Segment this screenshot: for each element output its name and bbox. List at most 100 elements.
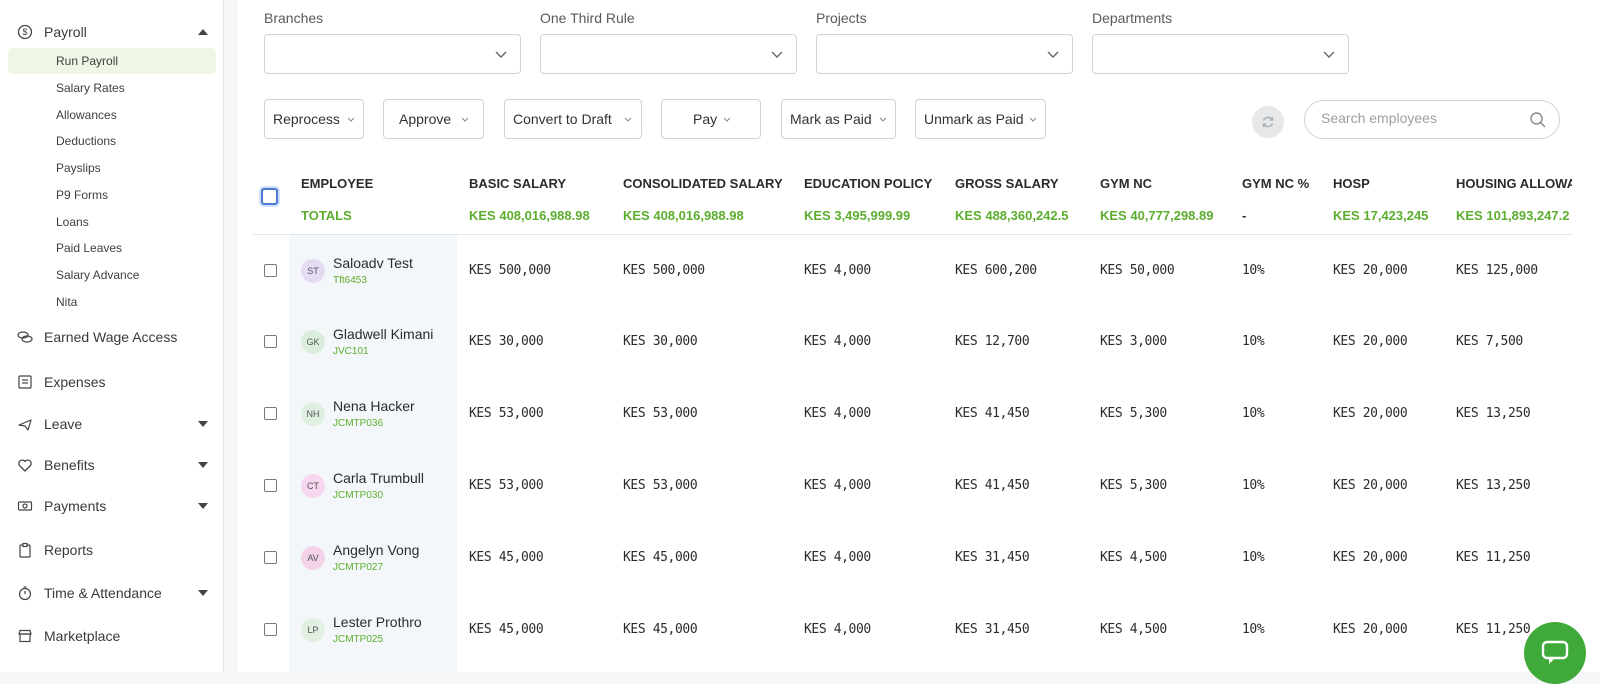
row-checkbox[interactable]: [264, 407, 277, 420]
col-header-gym-nc[interactable]: GYM NC: [1100, 176, 1152, 191]
cell-education-policy: KES 4,000: [804, 406, 871, 421]
employee-name[interactable]: Saloadv Test: [333, 255, 413, 271]
cell-gross-salary: KES 31,450: [955, 550, 1030, 565]
nav-label: Earned Wage Access: [44, 329, 178, 345]
store-icon: [16, 627, 34, 645]
col-header-hosp[interactable]: HOSP: [1333, 176, 1370, 191]
select-all-checkbox[interactable]: [261, 188, 278, 205]
col-header-consolidated-salary[interactable]: CONSOLIDATED SALARY: [623, 176, 783, 191]
chevron-down-icon: [461, 117, 469, 122]
cell-gym-nc: KES 5,300: [1100, 406, 1167, 421]
plane-icon: [16, 415, 34, 433]
total-consolidated-salary: KES 408,016,988.98: [623, 208, 744, 223]
total-gym-nc-percent: -: [1242, 208, 1247, 223]
sub-item-run-payroll[interactable]: Run Payroll: [8, 48, 216, 74]
caret-down-icon[interactable]: [196, 499, 210, 513]
total-housing-allowance: KES 101,893,247.2: [1456, 208, 1570, 223]
total-gross-salary: KES 488,360,242.5: [955, 208, 1069, 223]
reprocess-button[interactable]: Reprocess: [264, 99, 364, 139]
employee-name[interactable]: Carla Trumbull: [333, 470, 425, 486]
employee-name[interactable]: Angelyn Vong: [333, 542, 420, 558]
employee-name[interactable]: Nena Hacker: [333, 398, 415, 414]
sub-item-nita[interactable]: Nita: [8, 289, 216, 315]
cell-gym-nc-percent: 10%: [1242, 334, 1265, 349]
filter-label-departments: Departments: [1092, 10, 1173, 26]
sub-item-salary-rates[interactable]: Salary Rates: [8, 75, 216, 101]
sub-item-p9-forms[interactable]: P9 Forms: [8, 182, 216, 208]
sub-item-allowances[interactable]: Allowances: [8, 102, 216, 128]
col-header-education-policy[interactable]: EDUCATION POLICY: [804, 176, 933, 191]
nav-payroll-label: Payroll: [44, 24, 87, 40]
col-header-housing-allowance[interactable]: HOUSING ALLOWA: [1456, 176, 1572, 191]
cell-housing-allowance: KES 11,250: [1456, 622, 1531, 637]
convert-to-draft-button[interactable]: Convert to Draft: [504, 99, 642, 139]
coins-icon: [16, 328, 34, 346]
branches-select[interactable]: [264, 34, 521, 74]
nav-benefits[interactable]: Benefits: [0, 453, 224, 477]
sub-item-label: Salary Rates: [56, 81, 125, 95]
chat-button[interactable]: [1524, 622, 1586, 684]
cell-consolidated-salary: KES 53,000: [623, 478, 698, 493]
cell-basic-salary: KES 500,000: [469, 263, 551, 278]
chevron-down-icon: [495, 51, 507, 58]
caret-down-icon[interactable]: [196, 417, 210, 431]
caret-up-icon[interactable]: [196, 25, 210, 39]
chevron-down-icon: [771, 51, 783, 58]
sub-item-label: Salary Advance: [56, 268, 140, 282]
sub-item-loans[interactable]: Loans: [8, 209, 216, 235]
cell-hosp: KES 20,000: [1333, 478, 1408, 493]
nav-earned-wage-access[interactable]: Earned Wage Access: [0, 325, 224, 349]
projects-select[interactable]: [816, 34, 1073, 74]
nav-marketplace[interactable]: Marketplace: [0, 624, 224, 648]
cell-consolidated-salary: KES 30,000: [623, 334, 698, 349]
sub-item-payslips[interactable]: Payslips: [8, 155, 216, 181]
caret-down-icon[interactable]: [196, 586, 210, 600]
cell-gym-nc: KES 5,300: [1100, 478, 1167, 493]
search-input[interactable]: [1321, 110, 1521, 126]
employee-name[interactable]: Gladwell Kimani: [333, 326, 434, 342]
row-checkbox[interactable]: [264, 551, 277, 564]
refresh-icon: [1262, 116, 1274, 128]
row-checkbox[interactable]: [264, 623, 277, 636]
mark-as-paid-label: Mark as Paid: [790, 111, 872, 127]
cell-housing-allowance: KES 11,250: [1456, 550, 1531, 565]
search-icon[interactable]: [1529, 111, 1547, 129]
sidebar: $ Payroll Run Payroll Salary Rates Allow…: [0, 0, 224, 672]
nav-label: Benefits: [44, 457, 95, 473]
nav-payroll[interactable]: $ Payroll: [0, 20, 224, 44]
col-header-gross-salary[interactable]: GROSS SALARY: [955, 176, 1059, 191]
cell-gross-salary: KES 41,450: [955, 406, 1030, 421]
nav-payments[interactable]: Payments: [0, 494, 224, 518]
nav-time-attendance[interactable]: Time & Attendance: [0, 581, 224, 605]
cell-basic-salary: KES 53,000: [469, 478, 544, 493]
one-third-rule-select[interactable]: [540, 34, 797, 74]
chevron-down-icon: [624, 117, 632, 122]
nav-expenses[interactable]: Expenses: [0, 370, 224, 394]
nav-leave[interactable]: Leave: [0, 412, 224, 436]
cell-housing-allowance: KES 13,250: [1456, 406, 1531, 421]
col-header-gym-nc-percent[interactable]: GYM NC %: [1242, 176, 1310, 191]
total-hosp: KES 17,423,245: [1333, 208, 1429, 223]
chevron-down-icon: [1323, 51, 1335, 58]
row-checkbox[interactable]: [264, 479, 277, 492]
unmark-as-paid-button[interactable]: Unmark as Paid: [915, 99, 1046, 139]
cell-gym-nc: KES 50,000: [1100, 263, 1175, 278]
pay-button[interactable]: Pay: [661, 99, 761, 139]
cell-consolidated-salary: KES 45,000: [623, 550, 698, 565]
row-checkbox[interactable]: [264, 264, 277, 277]
employee-name[interactable]: Lester Prothro: [333, 614, 422, 630]
sub-item-paid-leaves[interactable]: Paid Leaves: [8, 235, 216, 261]
departments-select[interactable]: [1092, 34, 1349, 74]
cell-hosp: KES 20,000: [1333, 406, 1408, 421]
refresh-button[interactable]: [1252, 106, 1284, 138]
sub-item-label: Nita: [56, 295, 78, 309]
caret-down-icon[interactable]: [196, 458, 210, 472]
nav-reports[interactable]: Reports: [0, 538, 224, 562]
sub-item-deductions[interactable]: Deductions: [8, 128, 216, 154]
col-header-basic-salary[interactable]: BASIC SALARY: [469, 176, 567, 191]
mark-as-paid-button[interactable]: Mark as Paid: [781, 99, 896, 139]
col-header-employee[interactable]: EMPLOYEE: [301, 176, 374, 191]
sub-item-salary-advance[interactable]: Salary Advance: [8, 262, 216, 288]
approve-button[interactable]: Approve: [383, 99, 484, 139]
row-checkbox[interactable]: [264, 335, 277, 348]
